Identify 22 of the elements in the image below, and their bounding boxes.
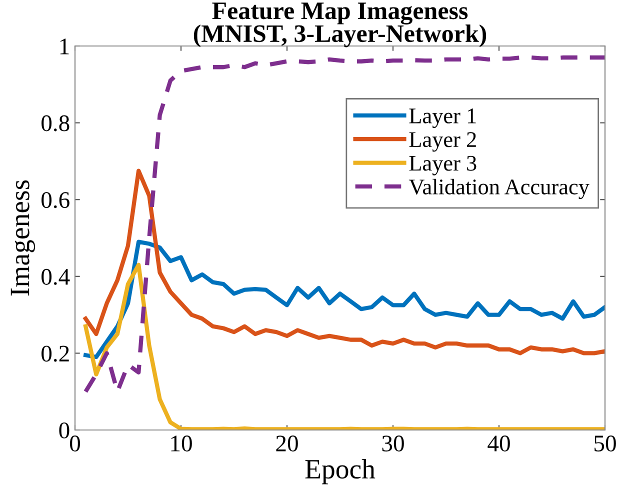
legend-label: Layer 1 (409, 108, 476, 128)
legend-label: Layer 3 (409, 156, 476, 176)
y-tick-label: 0.8 (42, 115, 70, 132)
x-tick-label: 20 (276, 436, 298, 452)
chart-title: Feature Map Imageness (MNIST, 3-Layer-Network) (194, 2, 486, 48)
x-tick-label: 30 (382, 436, 404, 452)
x-tick-label: 10 (171, 436, 192, 452)
line-series (84, 262, 605, 430)
line-series (84, 240, 605, 360)
y-axis-title: Imageness (10, 180, 36, 296)
x-axis-title: Epoch (305, 459, 376, 484)
y-tick-label: 0.6 (42, 192, 70, 208)
y-tick-label: 1 (60, 38, 69, 54)
legend-label: Layer 2 (409, 132, 476, 152)
x-tick-label: 50 (594, 436, 616, 452)
y-tick-label: 0 (59, 422, 70, 438)
y-tick-label: 0.2 (42, 346, 69, 362)
x-tick-label: 0 (70, 436, 80, 452)
legend-label: Validation Accuracy (408, 178, 590, 200)
y-tick-label: 0.4 (42, 268, 70, 285)
line-series (84, 55, 605, 394)
x-tick-label: 40 (488, 436, 510, 452)
